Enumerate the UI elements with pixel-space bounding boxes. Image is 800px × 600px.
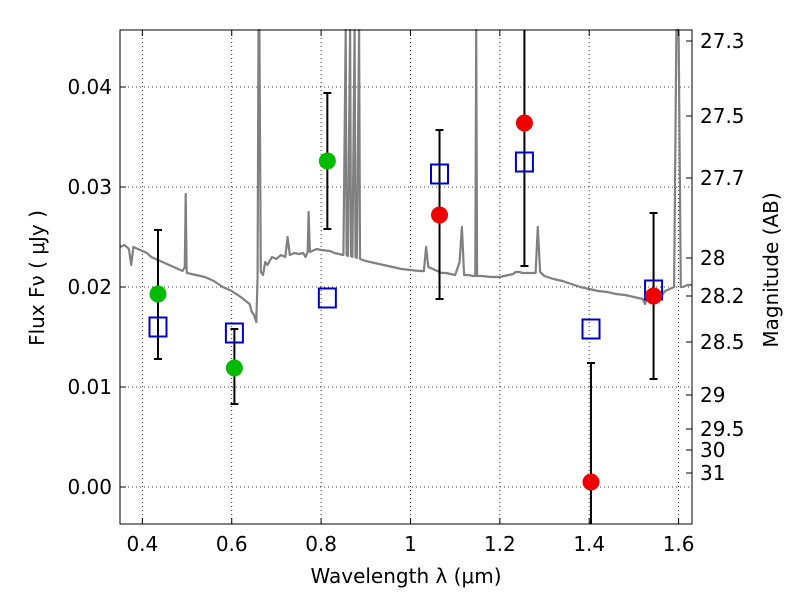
x-axis-title: Wavelength λ (μm)	[310, 564, 501, 588]
y-axis-title: Flux Fν ( μJy )	[25, 210, 49, 346]
magnitude-tick-label: 29.5	[700, 417, 745, 441]
x-tick-label: 0.4	[126, 532, 158, 556]
magnitude-tick-label: 28	[700, 246, 725, 270]
observed-photometry	[149, 114, 663, 491]
model-point	[148, 316, 168, 338]
magnitude-tick-label: 29	[700, 383, 725, 407]
y-axis-ticks: 0.00 0.01 0.02 0.03 0.04	[67, 75, 126, 499]
model-point	[514, 151, 534, 173]
data-point	[318, 152, 336, 170]
x-axis-ticks: 0.4 0.6 0.8 1 1.2 1.4 1.6	[126, 30, 695, 556]
model-point	[430, 163, 450, 185]
data-point	[225, 359, 243, 377]
model-point	[224, 322, 244, 344]
x-tick-label: 0.8	[305, 532, 337, 556]
data-point	[431, 206, 449, 224]
model-photometry	[148, 151, 664, 344]
magnitude-tick-label: 30	[700, 438, 725, 462]
magnitude-tick-label: 28.2	[700, 284, 745, 308]
magnitude-tick-label: 27.5	[700, 104, 745, 128]
data-point	[645, 287, 663, 305]
magnitude-tick-label: 27.7	[700, 166, 745, 190]
model-point	[581, 318, 601, 340]
y-tick-label: 0.04	[67, 75, 112, 99]
y-tick-label: 0.02	[67, 275, 112, 299]
magnitude-tick-label: 27.3	[700, 29, 745, 53]
model-point	[317, 287, 337, 309]
x-tick-label: 1.2	[484, 532, 516, 556]
x-tick-label: 1.4	[573, 532, 605, 556]
x-tick-label: 0.6	[216, 532, 248, 556]
plot-frame	[119, 29, 693, 525]
data-point	[149, 285, 167, 303]
x-tick-label: 1.6	[663, 532, 695, 556]
x-tick-label: 1	[404, 532, 417, 556]
y-tick-label: 0.03	[67, 175, 112, 199]
y-tick-label: 0.01	[67, 375, 112, 399]
model-spectrum-line	[119, 28, 692, 324]
y-tick-label: 0.00	[67, 475, 112, 499]
magnitude-tick-label: 28.5	[700, 330, 745, 354]
data-point	[582, 473, 600, 491]
error-bars	[153, 30, 658, 524]
model-spectrum	[119, 28, 692, 324]
magnitude-tick-label: 31	[700, 461, 725, 485]
right-axis-title: Magnitude (AB)	[759, 192, 783, 347]
data-point	[515, 114, 533, 132]
